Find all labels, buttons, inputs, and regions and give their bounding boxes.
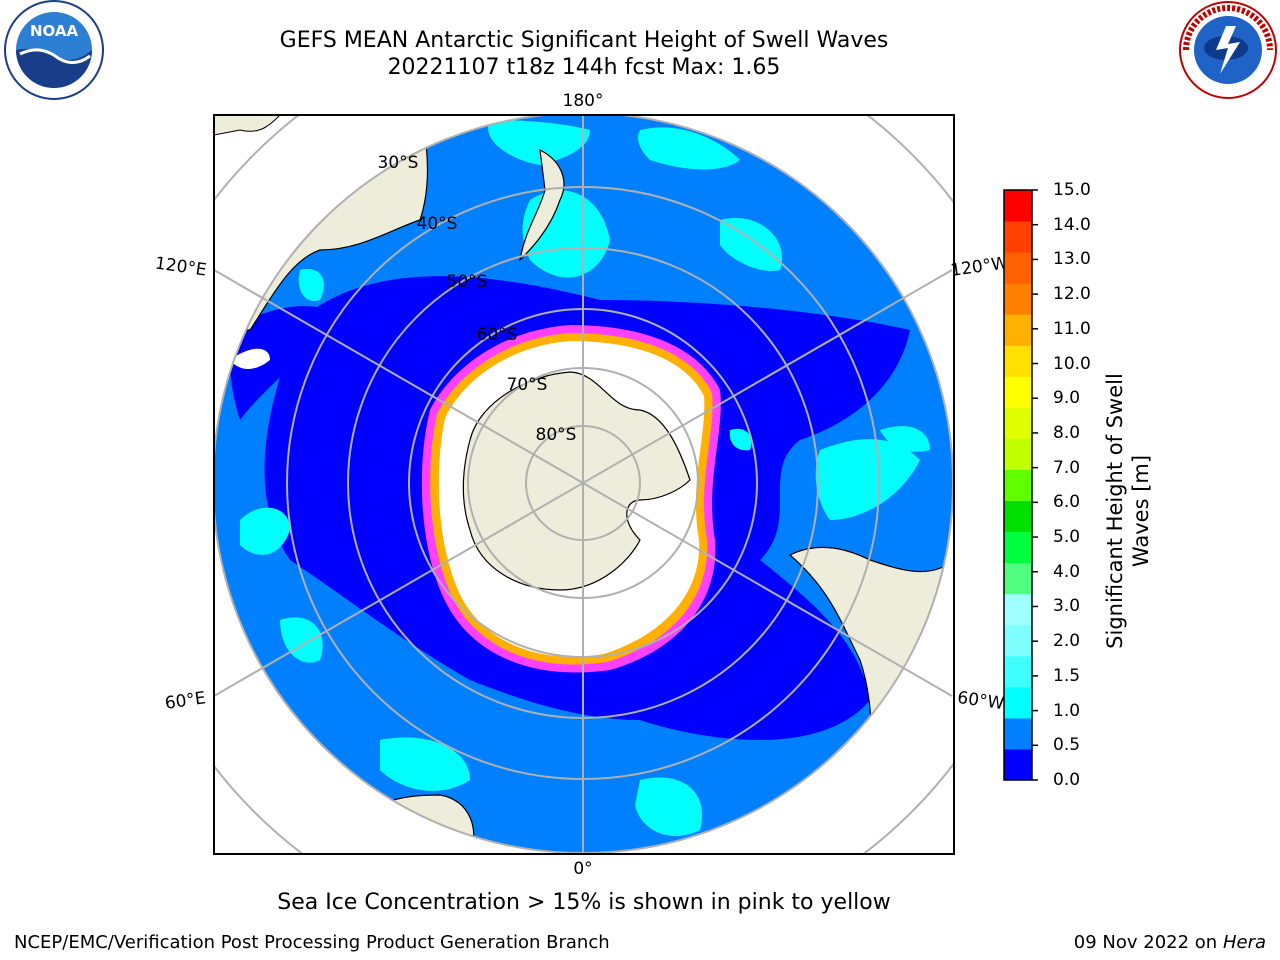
lon-label-180: 180°	[563, 91, 604, 111]
colorbar-tick-label: 10.0	[1053, 353, 1091, 374]
colorbar-tick-label: 0.5	[1053, 735, 1081, 756]
chart-subtitle: 20221107 t18z 144h fcst Max: 1.65	[387, 55, 781, 80]
colorbar-tick-label: 5.0	[1053, 527, 1081, 548]
colorbar-tick-label: 11.0	[1053, 318, 1091, 339]
colorbar-tick-label: 6.0	[1053, 492, 1081, 513]
colorbar-tick-label: 3.0	[1053, 596, 1081, 617]
lat-label-60s: 60°S	[477, 325, 518, 345]
lat-label-30s: 30°S	[378, 153, 419, 173]
lon-label-60w: 60°W	[956, 688, 1005, 714]
colorbar-border	[1003, 189, 1033, 781]
meridian-60e-120w	[214, 269, 953, 697]
colorbar	[1003, 189, 1038, 781]
lat-label-70s: 70°S	[507, 375, 548, 395]
colorbar-tick-label: 8.0	[1053, 422, 1081, 443]
colorbar-segment	[1004, 407, 1032, 439]
colorbar-tick-label: 13.0	[1053, 249, 1091, 270]
colorbar-tick-label: 15.0	[1053, 180, 1091, 200]
colorbar-segment	[1004, 376, 1032, 408]
colorbar-tick-label: 2.0	[1053, 631, 1081, 652]
noaa-logo-text: NOAA	[30, 22, 79, 40]
colorbar-segment	[1004, 717, 1032, 750]
colorbar-tick-label: 9.0	[1053, 388, 1081, 409]
cyan-patch	[488, 120, 590, 165]
colorbar-segment	[1004, 438, 1032, 470]
antarctica-land	[462, 371, 691, 591]
colorbar-segment	[1004, 190, 1032, 222]
colorbar-tick-label: 12.0	[1053, 284, 1091, 305]
lon-label-0: 0°	[573, 859, 592, 879]
new-zealand-land	[519, 148, 565, 262]
lon-label-120w: 120°W	[949, 253, 1009, 281]
colorbar-segment	[1004, 562, 1032, 595]
lon-label-120e: 120°E	[154, 254, 208, 281]
colorbar-segment	[1004, 345, 1032, 377]
colorbar-label-line2: Waves [m]	[1129, 454, 1153, 568]
lon-label-60e: 60°E	[164, 688, 207, 713]
colorbar-label: Significant Height of Swell Waves [m]	[1102, 351, 1154, 671]
lat-label-80s: 80°S	[536, 425, 577, 445]
footer-date: 09 Nov 2022 on Hera	[1074, 932, 1266, 953]
colorbar-segment	[1004, 252, 1032, 284]
colorbar-tick-label: 7.0	[1053, 457, 1081, 478]
map-frame	[213, 114, 955, 855]
colorbar-segment	[1004, 531, 1032, 564]
colorbar-segment	[1004, 221, 1032, 253]
colorbar-segment	[1004, 469, 1032, 502]
noaa-logo: NOAA	[4, 0, 104, 100]
colorbar-tick-label: 4.0	[1053, 561, 1081, 582]
colorbar-segment	[1004, 593, 1032, 626]
colorbar-label-line1: Significant Height of Swell	[1103, 373, 1127, 649]
colorbar-tick-label: 1.5	[1053, 665, 1081, 686]
lat-label-50s: 50°S	[447, 272, 488, 292]
colorbar-tick-label: 14.0	[1053, 214, 1091, 235]
colorbar-segment	[1004, 500, 1032, 533]
colorbar-tick-label: 0.0	[1053, 770, 1081, 790]
sea-ice-caption: Sea Ice Concentration > 15% is shown in …	[277, 890, 891, 915]
chart-title: GEFS MEAN Antarctic Significant Height o…	[279, 28, 889, 53]
lat-label-40s: 40°S	[417, 214, 458, 234]
footer-credit: NCEP/EMC/Verification Post Processing Pr…	[14, 932, 610, 953]
colorbar-segment	[1004, 686, 1032, 719]
colorbar-segment	[1004, 748, 1032, 781]
colorbar-segment	[1004, 283, 1032, 315]
colorbar-segment	[1004, 624, 1032, 657]
footer-machine: Hera	[1222, 932, 1266, 953]
colorbar-tick-label: 1.0	[1053, 700, 1081, 721]
footer-date-text: 09 Nov 2022 on	[1073, 932, 1218, 953]
colorbar-segment	[1004, 314, 1032, 346]
nws-logo	[1179, 1, 1277, 99]
colorbar-segment	[1004, 655, 1032, 688]
